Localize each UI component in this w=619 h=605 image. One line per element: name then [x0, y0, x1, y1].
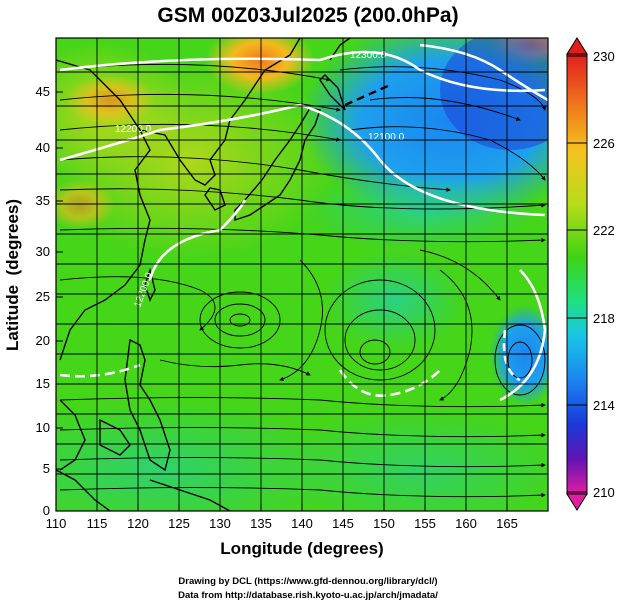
colorbar-tick-label: 218 [593, 311, 615, 326]
contour-12100-se [499, 269, 547, 402]
credit-line-drawing: Drawing by DCL (https://www.gfd-dennou.o… [178, 576, 437, 587]
colorbar: 230 226 222 218 214 210 [566, 37, 615, 511]
lon-tick-label: 145 [332, 516, 354, 531]
lat-tick-labels: 0 5 10 15 20 25 30 35 40 45 [36, 84, 50, 518]
lon-tick-label: 140 [291, 516, 313, 531]
colorbar-bottom-arrow [566, 493, 588, 511]
lat-tick-label: 0 [43, 503, 50, 518]
contour-12300 [59, 50, 546, 93]
lon-tick-label: 135 [250, 516, 272, 531]
lon-tick-label: 155 [414, 516, 436, 531]
grid [56, 38, 548, 511]
colorbar-tick-label: 230 [593, 49, 615, 64]
colorbar-scale [566, 53, 588, 495]
lat-tick-label: 45 [36, 84, 50, 99]
streamlines [59, 63, 546, 498]
contour-label: 12100.0 [368, 132, 405, 143]
lat-tick-label: 10 [36, 420, 50, 435]
lon-tick-label: 110 [46, 516, 67, 531]
lon-tick-label: 130 [209, 516, 231, 531]
contour-12200 [59, 103, 546, 217]
y-axis-label: Latitude (degrees) [3, 199, 22, 351]
x-axis-label: Longitude (degrees) [220, 539, 383, 558]
lat-tick-label: 25 [36, 289, 50, 304]
lon-tick-label: 115 [87, 516, 108, 531]
lat-tick-label: 5 [43, 461, 50, 476]
lat-tick-label: 20 [36, 333, 50, 348]
plot-area: 12300.0 12200.0 12100.0 12200.0 [56, 38, 548, 511]
map-title: GSM 00Z03Jul2025 (200.0hPa) [157, 4, 458, 27]
lon-tick-label: 125 [168, 516, 190, 531]
lon-tick-label: 165 [496, 516, 518, 531]
credit-line-data: Data from http://database.rish.kyoto-u.a… [178, 590, 438, 601]
lon-tick-label: 150 [373, 516, 395, 531]
cold-spot-southeast [490, 305, 548, 405]
lon-tick-label: 120 [127, 516, 149, 531]
contour-label: 12300.0 [350, 50, 387, 61]
colorbar-tick-label: 210 [593, 485, 615, 500]
lat-tick-label: 35 [36, 193, 50, 208]
lon-tick-labels: 110 115 120 125 130 135 140 145 150 155 … [46, 516, 518, 531]
lat-tick-label: 30 [36, 244, 50, 259]
colorbar-tick-label: 222 [593, 223, 615, 238]
colorbar-tick-label: 226 [593, 136, 615, 151]
lon-tick-label: 160 [455, 516, 477, 531]
lat-tick-label: 40 [36, 140, 50, 155]
axis-tick-marks [55, 91, 508, 512]
colorbar-tick-label: 214 [593, 398, 615, 413]
lat-tick-label: 15 [36, 376, 50, 391]
contour-label: 12200.0 [115, 124, 152, 135]
colorbar-top-arrow [566, 37, 588, 55]
warm-core-north [205, 38, 315, 95]
